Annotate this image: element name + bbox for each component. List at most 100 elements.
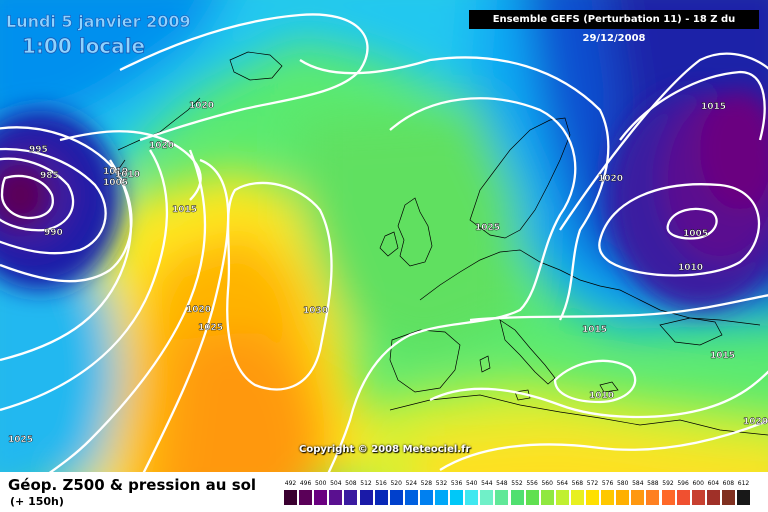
isobar-1020-center: [299, 56, 610, 321]
product-title: Géop. Z500 & pression au sol: [8, 476, 257, 494]
scale-label: 516: [375, 480, 387, 487]
scale-label: 580: [616, 480, 629, 487]
scale-swatch: [284, 490, 297, 505]
isobar-985: [0, 174, 54, 220]
isobar-1020-north: [119, 13, 369, 142]
iceland-outline: [229, 51, 283, 81]
isobar-label: 1015: [172, 205, 197, 215]
isobar-label: 1025: [475, 223, 500, 233]
scale-label: 604: [707, 480, 720, 487]
scale-swatch: [450, 490, 464, 505]
isobar-label: 1020: [189, 101, 214, 111]
scale-label: 528: [420, 480, 433, 487]
isobar-1020-se: [439, 419, 768, 471]
scale-label: 544: [481, 480, 493, 487]
scale-label: 532: [435, 480, 448, 487]
scale-swatch: [480, 490, 494, 505]
scale-label: 584: [632, 480, 644, 487]
scale-label: 520: [390, 480, 402, 487]
scale-swatch: [510, 490, 524, 505]
isobar-1005: [666, 207, 718, 240]
scale-label: 596: [677, 480, 689, 487]
scale-label: 592: [662, 480, 674, 487]
isobar-label: 1030: [303, 306, 328, 316]
copyright-notice: Copyright © 2008 Meteociel.fr: [299, 444, 471, 455]
scale-label: 608: [722, 480, 735, 487]
scale-swatch: [495, 490, 509, 505]
scale-swatch: [419, 490, 433, 505]
scale-swatch: [404, 490, 418, 505]
isobar-label: 990: [44, 228, 63, 238]
scale-label: 512: [360, 480, 372, 487]
scale-swatch: [601, 490, 615, 505]
isobar-label: 1005: [683, 229, 708, 239]
scale-swatch: [389, 490, 403, 505]
italy-outline: [499, 319, 556, 385]
scale-swatch: [646, 490, 660, 505]
greenland-coast: [109, 97, 201, 176]
isobar-label: 985: [40, 171, 59, 181]
scale-label: 548: [496, 480, 508, 487]
scale-swatch: [570, 490, 584, 505]
isobar-label: 1015: [582, 325, 607, 335]
model-run-label: Ensemble GEFS (Perturbation 11) - 18 Z d…: [469, 10, 759, 44]
color-scale: 492 496 500 504 508 512 516 520 524 528 532 536 540 5…: [284, 480, 752, 508]
scale-swatch: [616, 490, 630, 505]
isobar-1025-west: [142, 158, 230, 472]
isobar-1010-south: [553, 359, 637, 404]
isobar-1010-a: [0, 159, 132, 362]
scale-swatch: [314, 490, 328, 505]
land-outlines: [109, 51, 768, 436]
lead-time: (+ 150h): [10, 495, 64, 508]
scale-swatch: [691, 490, 705, 505]
isobar-label: 1020: [149, 141, 174, 151]
scale-swatch: [435, 490, 448, 505]
isobar-label: 1010: [103, 167, 128, 177]
scale-label: 576: [601, 480, 614, 487]
forecast-time: 1:00 locale: [22, 34, 146, 59]
scale-label: 564: [556, 480, 569, 487]
isobar-1020-east: [559, 52, 768, 231]
scale-label: 540: [465, 480, 478, 487]
isobar-1020-arc: [48, 149, 207, 472]
scale-swatch: [359, 490, 373, 505]
isobar-label: 995: [29, 145, 48, 155]
scale-label: 556: [526, 480, 538, 487]
scale-label: 600: [692, 480, 704, 487]
scale-label: 504: [330, 480, 342, 487]
scale-label: 508: [345, 480, 357, 487]
scandinavia-outline: [469, 117, 571, 239]
isobar-label: 1015: [701, 102, 726, 112]
scale-swatch: [465, 490, 479, 505]
scale-swatch: [329, 490, 343, 505]
scale-label: 536: [450, 480, 463, 487]
isobar-label: 1025: [198, 323, 223, 333]
isobar-label: 1005: [103, 178, 128, 188]
isobar-label: 1010: [678, 263, 703, 273]
scale-label: 568: [571, 480, 584, 487]
isobar-label: 1015: [710, 351, 735, 361]
scale-swatch: [525, 490, 539, 505]
scale-swatch: [706, 490, 720, 505]
scale-swatch: [737, 490, 750, 505]
isobars: [0, 13, 768, 472]
scale-label: 492: [284, 480, 297, 487]
isobar-1015-se: [429, 370, 768, 419]
iberia-outline: [389, 329, 461, 393]
scale-swatch: [344, 490, 358, 505]
scale-label: 552: [511, 480, 523, 487]
scale-label: 560: [541, 480, 553, 487]
isobar-1010-east: [598, 183, 761, 277]
scale-label: 524: [405, 480, 418, 487]
scale-swatch: [721, 490, 735, 505]
isobar-label: 1025: [8, 435, 33, 445]
isobar-1025-center: [327, 97, 577, 472]
scale-label: 612: [737, 480, 750, 487]
scale-label: 496: [299, 480, 312, 487]
isobar-995: [0, 157, 75, 232]
isobar-1015-south: [469, 294, 768, 322]
scale-swatch: [631, 490, 645, 505]
isobar-label: 1020: [743, 417, 768, 427]
isobar-label: 1010: [115, 170, 140, 180]
